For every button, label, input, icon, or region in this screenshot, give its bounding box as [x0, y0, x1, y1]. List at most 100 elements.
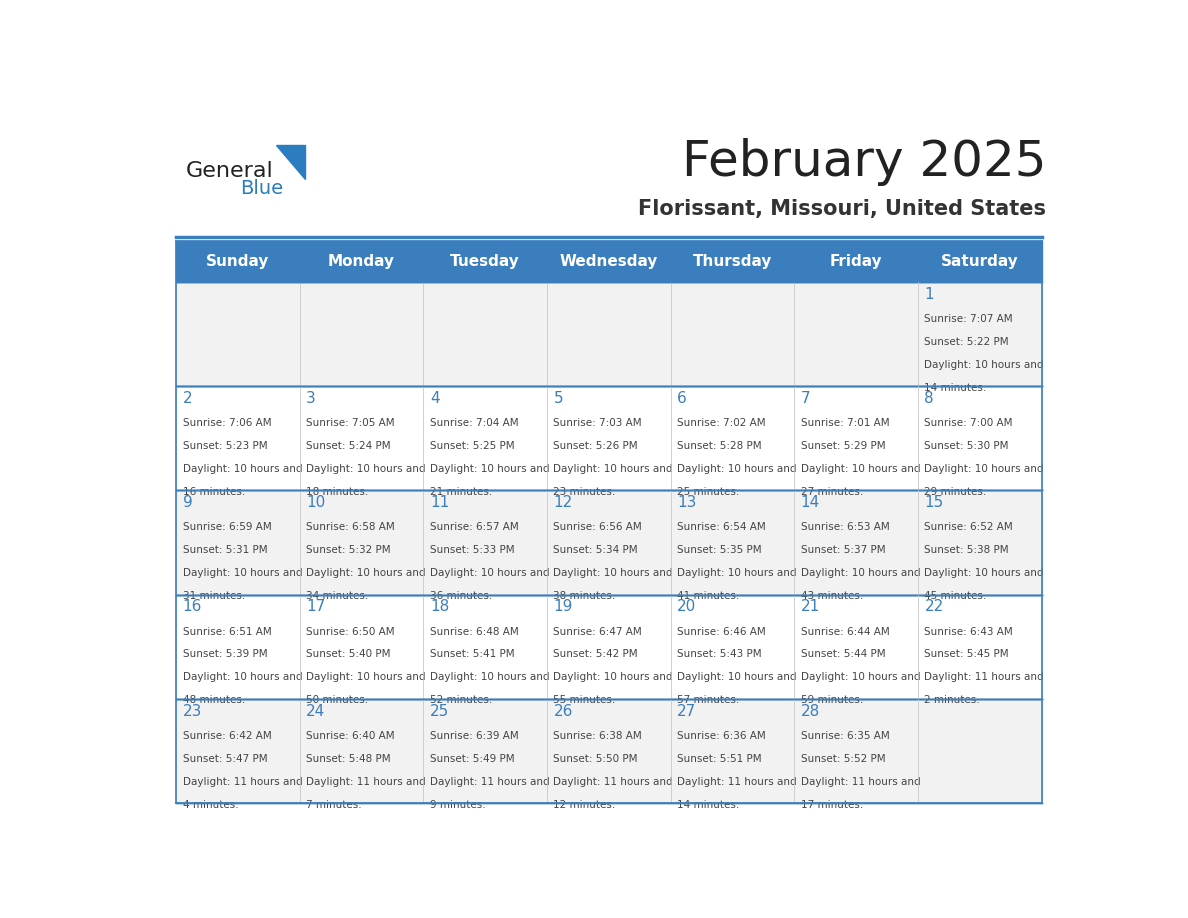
- Text: 3: 3: [307, 391, 316, 406]
- Text: Sunrise: 6:43 AM: Sunrise: 6:43 AM: [924, 627, 1013, 636]
- Text: Sunset: 5:26 PM: Sunset: 5:26 PM: [554, 442, 638, 451]
- Text: Sunset: 5:39 PM: Sunset: 5:39 PM: [183, 650, 267, 659]
- Text: Sunset: 5:43 PM: Sunset: 5:43 PM: [677, 650, 762, 659]
- Text: Daylight: 11 hours and: Daylight: 11 hours and: [554, 777, 674, 787]
- Text: 16 minutes.: 16 minutes.: [183, 487, 245, 497]
- Text: Sunrise: 7:02 AM: Sunrise: 7:02 AM: [677, 419, 766, 428]
- Text: Sunset: 5:47 PM: Sunset: 5:47 PM: [183, 754, 267, 764]
- Text: 48 minutes.: 48 minutes.: [183, 695, 245, 705]
- Text: Daylight: 11 hours and: Daylight: 11 hours and: [677, 777, 797, 787]
- Text: 29 minutes.: 29 minutes.: [924, 487, 987, 497]
- Text: Sunrise: 6:44 AM: Sunrise: 6:44 AM: [801, 627, 890, 636]
- Text: Daylight: 10 hours and: Daylight: 10 hours and: [183, 464, 302, 474]
- Text: 17: 17: [307, 599, 326, 614]
- Polygon shape: [795, 241, 918, 282]
- Polygon shape: [423, 595, 546, 699]
- Text: Sunset: 5:37 PM: Sunset: 5:37 PM: [801, 545, 885, 555]
- Text: 27: 27: [677, 703, 696, 719]
- Text: Daylight: 10 hours and: Daylight: 10 hours and: [554, 672, 672, 682]
- Polygon shape: [176, 595, 299, 699]
- Text: 1: 1: [924, 286, 934, 302]
- Polygon shape: [671, 241, 795, 282]
- Text: 9 minutes.: 9 minutes.: [430, 800, 486, 810]
- Text: Sunset: 5:23 PM: Sunset: 5:23 PM: [183, 442, 267, 451]
- Text: Daylight: 11 hours and: Daylight: 11 hours and: [924, 672, 1044, 682]
- Text: Sunset: 5:42 PM: Sunset: 5:42 PM: [554, 650, 638, 659]
- Text: Daylight: 10 hours and: Daylight: 10 hours and: [183, 672, 302, 682]
- Text: 5: 5: [554, 391, 563, 406]
- Text: Daylight: 10 hours and: Daylight: 10 hours and: [183, 568, 302, 578]
- Text: 25 minutes.: 25 minutes.: [677, 487, 739, 497]
- Text: Daylight: 10 hours and: Daylight: 10 hours and: [924, 360, 1044, 370]
- Text: Sunset: 5:30 PM: Sunset: 5:30 PM: [924, 442, 1009, 451]
- Text: Sunrise: 6:35 AM: Sunrise: 6:35 AM: [801, 731, 890, 741]
- Polygon shape: [299, 241, 423, 282]
- Polygon shape: [423, 282, 546, 386]
- Text: Sunrise: 6:56 AM: Sunrise: 6:56 AM: [554, 522, 643, 532]
- Text: Sunset: 5:41 PM: Sunset: 5:41 PM: [430, 650, 514, 659]
- Text: 55 minutes.: 55 minutes.: [554, 695, 615, 705]
- Text: Daylight: 10 hours and: Daylight: 10 hours and: [677, 464, 797, 474]
- Text: 21 minutes.: 21 minutes.: [430, 487, 492, 497]
- Polygon shape: [795, 699, 918, 803]
- Text: 12: 12: [554, 495, 573, 510]
- Polygon shape: [299, 282, 423, 386]
- Polygon shape: [176, 241, 299, 282]
- Polygon shape: [546, 490, 671, 595]
- Text: 7 minutes.: 7 minutes.: [307, 800, 362, 810]
- Polygon shape: [423, 490, 546, 595]
- Text: Saturday: Saturday: [941, 254, 1018, 269]
- Text: 41 minutes.: 41 minutes.: [677, 591, 739, 601]
- Polygon shape: [299, 595, 423, 699]
- Polygon shape: [299, 386, 423, 490]
- Polygon shape: [546, 282, 671, 386]
- Text: Daylight: 10 hours and: Daylight: 10 hours and: [307, 672, 425, 682]
- Polygon shape: [423, 699, 546, 803]
- Text: Daylight: 10 hours and: Daylight: 10 hours and: [677, 568, 797, 578]
- Text: Sunrise: 6:46 AM: Sunrise: 6:46 AM: [677, 627, 766, 636]
- Text: 11: 11: [430, 495, 449, 510]
- Text: Sunrise: 6:52 AM: Sunrise: 6:52 AM: [924, 522, 1013, 532]
- Text: 17 minutes.: 17 minutes.: [801, 800, 862, 810]
- Polygon shape: [423, 241, 546, 282]
- Polygon shape: [176, 490, 299, 595]
- Text: General: General: [185, 161, 273, 181]
- Text: 25: 25: [430, 703, 449, 719]
- Text: Tuesday: Tuesday: [450, 254, 520, 269]
- Polygon shape: [176, 282, 299, 386]
- Text: 43 minutes.: 43 minutes.: [801, 591, 862, 601]
- Text: 16: 16: [183, 599, 202, 614]
- Text: Sunrise: 7:04 AM: Sunrise: 7:04 AM: [430, 419, 518, 428]
- Polygon shape: [671, 282, 795, 386]
- Polygon shape: [671, 595, 795, 699]
- Text: February 2025: February 2025: [682, 139, 1047, 186]
- Text: 57 minutes.: 57 minutes.: [677, 695, 739, 705]
- Text: Sunset: 5:25 PM: Sunset: 5:25 PM: [430, 442, 514, 451]
- Text: Sunset: 5:50 PM: Sunset: 5:50 PM: [554, 754, 638, 764]
- Text: Daylight: 10 hours and: Daylight: 10 hours and: [924, 464, 1044, 474]
- Text: 13: 13: [677, 495, 696, 510]
- Text: 22: 22: [924, 599, 943, 614]
- Polygon shape: [299, 490, 423, 595]
- Text: 59 minutes.: 59 minutes.: [801, 695, 862, 705]
- Text: Daylight: 10 hours and: Daylight: 10 hours and: [430, 672, 549, 682]
- Polygon shape: [795, 595, 918, 699]
- Text: Sunset: 5:44 PM: Sunset: 5:44 PM: [801, 650, 885, 659]
- Polygon shape: [546, 595, 671, 699]
- Polygon shape: [795, 386, 918, 490]
- Text: 45 minutes.: 45 minutes.: [924, 591, 987, 601]
- Text: Sunrise: 7:07 AM: Sunrise: 7:07 AM: [924, 314, 1013, 324]
- Text: Sunrise: 6:54 AM: Sunrise: 6:54 AM: [677, 522, 766, 532]
- Polygon shape: [918, 282, 1042, 386]
- Text: Sunset: 5:45 PM: Sunset: 5:45 PM: [924, 650, 1009, 659]
- Text: 12 minutes.: 12 minutes.: [554, 800, 615, 810]
- Polygon shape: [546, 241, 671, 282]
- Text: 36 minutes.: 36 minutes.: [430, 591, 492, 601]
- Text: Monday: Monday: [328, 254, 396, 269]
- Text: Sunday: Sunday: [207, 254, 270, 269]
- Polygon shape: [299, 699, 423, 803]
- Text: Sunset: 5:33 PM: Sunset: 5:33 PM: [430, 545, 514, 555]
- Text: Friday: Friday: [829, 254, 883, 269]
- Text: Sunset: 5:28 PM: Sunset: 5:28 PM: [677, 442, 762, 451]
- Text: Sunrise: 6:47 AM: Sunrise: 6:47 AM: [554, 627, 643, 636]
